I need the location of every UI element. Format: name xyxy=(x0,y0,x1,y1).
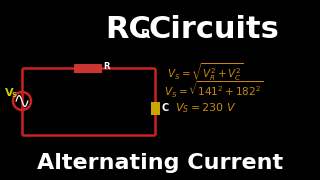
Text: $V_S = 230\ V$: $V_S = 230\ V$ xyxy=(175,101,236,115)
Bar xyxy=(74,64,102,73)
Text: $V_S = \sqrt{V_R^2 + V_C^2}$: $V_S = \sqrt{V_R^2 + V_C^2}$ xyxy=(167,61,244,83)
Text: V: V xyxy=(5,88,14,98)
Text: Alternating Current: Alternating Current xyxy=(37,153,283,173)
Text: Circuits: Circuits xyxy=(148,15,279,44)
Text: C: C xyxy=(162,103,169,113)
Text: $V_S = \sqrt{141^2 + 182^2}$: $V_S = \sqrt{141^2 + 182^2}$ xyxy=(164,80,263,100)
Text: R: R xyxy=(141,28,151,42)
Bar xyxy=(150,102,159,114)
Text: RC: RC xyxy=(105,15,151,44)
Text: R: R xyxy=(103,62,109,71)
Text: S: S xyxy=(11,92,16,98)
